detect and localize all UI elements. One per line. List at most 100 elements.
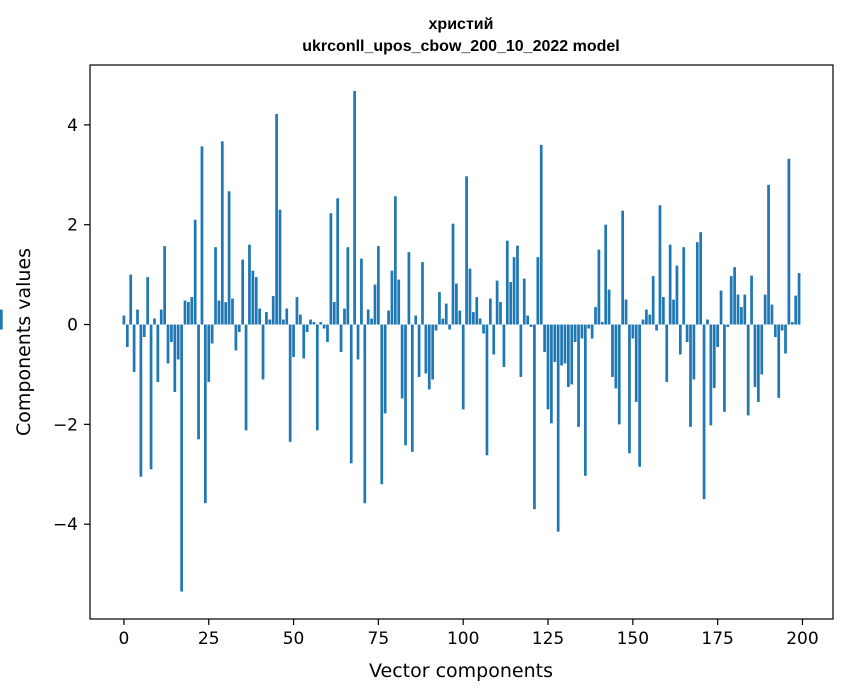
bar xyxy=(309,319,312,325)
y-tick-label: 0 xyxy=(67,316,78,336)
bar xyxy=(709,324,713,426)
plot-frame xyxy=(89,64,834,620)
bar xyxy=(685,324,689,342)
bar xyxy=(448,324,451,330)
bar xyxy=(499,302,502,325)
bar xyxy=(193,219,197,325)
bar xyxy=(468,268,472,325)
bar xyxy=(271,296,275,325)
bar xyxy=(539,144,543,325)
bar xyxy=(770,304,774,325)
bar xyxy=(760,324,764,375)
bar xyxy=(492,324,496,355)
bar xyxy=(651,276,655,325)
bar xyxy=(427,324,431,390)
x-tick-label: 50 xyxy=(283,629,305,649)
bar xyxy=(295,297,299,325)
bar xyxy=(556,324,560,532)
bar xyxy=(662,297,665,325)
bar xyxy=(298,314,302,325)
bar xyxy=(163,246,166,325)
bar xyxy=(495,280,499,325)
bar xyxy=(482,324,485,334)
bar xyxy=(410,324,414,452)
bar xyxy=(363,324,367,504)
bar xyxy=(794,295,798,325)
x-tick-label: 175 xyxy=(701,629,733,649)
bar xyxy=(180,324,183,592)
bar xyxy=(275,113,278,325)
bar xyxy=(611,324,614,377)
bar xyxy=(743,294,747,325)
bar xyxy=(424,324,428,374)
bar xyxy=(716,324,720,347)
bar xyxy=(387,310,390,325)
bar xyxy=(146,277,150,325)
bar xyxy=(0,309,3,325)
bar xyxy=(234,324,238,351)
y-axis-label: Components values xyxy=(13,248,35,436)
bar xyxy=(577,324,580,427)
bar xyxy=(478,318,482,325)
bar xyxy=(702,324,706,500)
bar xyxy=(214,247,217,325)
bar xyxy=(682,247,686,325)
bar xyxy=(655,324,658,331)
bar xyxy=(190,297,194,325)
bar xyxy=(451,223,455,325)
bar xyxy=(699,232,703,325)
bar xyxy=(122,315,126,325)
bar xyxy=(723,324,726,412)
bar xyxy=(288,324,292,442)
bar xyxy=(787,158,791,325)
bar xyxy=(536,257,540,325)
bar xyxy=(560,324,563,366)
bar xyxy=(587,324,591,329)
bars-group xyxy=(0,90,801,592)
bar xyxy=(790,322,794,325)
bar xyxy=(197,324,200,440)
bar xyxy=(461,324,465,410)
bar xyxy=(729,276,733,325)
x-tick-label: 125 xyxy=(532,629,564,649)
bar xyxy=(546,324,550,410)
bar xyxy=(692,324,696,380)
bar xyxy=(502,324,506,367)
y-tick-label: −4 xyxy=(53,515,78,535)
bar xyxy=(597,249,601,325)
bar xyxy=(665,324,669,382)
x-tick-label: 75 xyxy=(368,629,390,649)
bar xyxy=(678,324,682,355)
bar xyxy=(166,324,170,364)
bar xyxy=(668,244,672,325)
bar xyxy=(220,141,224,325)
y-tick-label: 4 xyxy=(67,116,78,136)
bar xyxy=(326,324,329,342)
bar xyxy=(383,324,387,414)
bar xyxy=(217,300,221,325)
bar xyxy=(614,324,618,389)
bar xyxy=(526,315,530,325)
bar xyxy=(641,319,645,325)
bar xyxy=(719,290,723,325)
bar xyxy=(638,324,641,467)
bar xyxy=(458,310,462,325)
bar xyxy=(757,324,760,402)
bar xyxy=(600,322,604,325)
bar xyxy=(434,324,438,331)
bar xyxy=(512,257,516,325)
bar xyxy=(258,308,261,325)
bar xyxy=(261,324,265,380)
x-tick-label: 25 xyxy=(198,629,220,649)
bar xyxy=(628,324,631,454)
bar xyxy=(621,210,625,325)
bar xyxy=(706,319,709,325)
bar xyxy=(590,324,594,339)
bar xyxy=(203,324,207,504)
bar xyxy=(329,213,333,325)
bar xyxy=(750,275,753,325)
bar xyxy=(631,324,635,339)
bar xyxy=(346,247,350,325)
